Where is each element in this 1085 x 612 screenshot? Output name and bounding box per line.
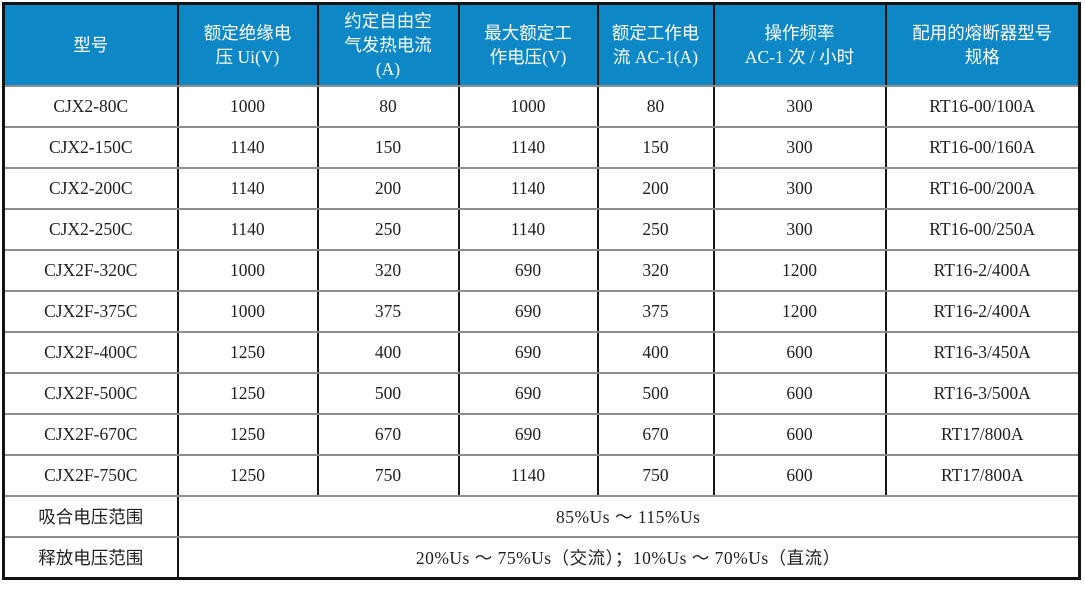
table-cell: 1000 — [176, 85, 319, 128]
table-cell: 690 — [457, 249, 599, 292]
table-cell: 200 — [316, 167, 460, 210]
table-cell: 750 — [596, 454, 715, 497]
table-cell: 1200 — [712, 249, 887, 292]
table-cell: 80 — [596, 85, 715, 128]
table-body: CJX2-80C 1000 80 1000 80 300 RT16-00/100… — [2, 85, 1081, 580]
table-cell: 500 — [596, 372, 715, 415]
fuse-cell: RT16-00/250A — [884, 208, 1081, 251]
table-cell: 400 — [596, 331, 715, 374]
pickup-voltage-value: 85%Us ～ 115%Us — [176, 495, 1081, 538]
table-cell: 320 — [316, 249, 460, 292]
model-cell: CJX2F-500C — [2, 372, 179, 415]
table-cell: 1140 — [176, 208, 319, 251]
row-label: 吸合电压范围 — [2, 495, 179, 538]
model-cell: CJX2-150C — [2, 126, 179, 169]
table-cell: 1140 — [457, 454, 599, 497]
table-cell: 1200 — [712, 290, 887, 333]
table-header: 型号 额定绝缘电 压 Ui(V) 约定自由空 气发热电流 (A) 最大额定工 作… — [2, 3, 1081, 87]
table-cell: 250 — [596, 208, 715, 251]
table-row: CJX2F-375C 1000 375 690 375 1200 RT16-2/… — [2, 290, 1081, 333]
table-cell: 690 — [457, 413, 599, 456]
table-cell: 600 — [712, 331, 887, 374]
table-cell: 300 — [712, 167, 887, 210]
table-cell: 600 — [712, 413, 887, 456]
pickup-voltage-row: 吸合电压范围 85%Us ～ 115%Us — [2, 495, 1081, 538]
table-cell: 375 — [316, 290, 460, 333]
table-cell: 750 — [316, 454, 460, 497]
release-voltage-row: 释放电压范围 20%Us ～ 75%Us（交流）；10%Us ～ 70%Us（直… — [2, 536, 1081, 580]
fuse-cell: RT17/800A — [884, 413, 1081, 456]
fuse-cell: RT16-3/450A — [884, 331, 1081, 374]
table-cell: 250 — [316, 208, 460, 251]
model-cell: CJX2F-400C — [2, 331, 179, 374]
row-label: 释放电压范围 — [2, 536, 179, 580]
model-cell: CJX2F-750C — [2, 454, 179, 497]
fuse-cell: RT17/800A — [884, 454, 1081, 497]
table-cell: 690 — [457, 372, 599, 415]
column-header-operating-frequency: 操作频率 AC-1 次 / 小时 — [712, 3, 887, 87]
table-cell: 600 — [712, 372, 887, 415]
fuse-cell: RT16-00/100A — [884, 85, 1081, 128]
model-cell: CJX2F-320C — [2, 249, 179, 292]
contactor-spec-table-container: 型号 额定绝缘电 压 Ui(V) 约定自由空 气发热电流 (A) 最大额定工 作… — [2, 2, 1081, 580]
table-cell: 670 — [596, 413, 715, 456]
table-row: CJX2F-670C 1250 670 690 670 600 RT17/800… — [2, 413, 1081, 456]
table-cell: 1140 — [457, 126, 599, 169]
model-cell: CJX2F-375C — [2, 290, 179, 333]
table-cell: 1140 — [457, 208, 599, 251]
table-cell: 1000 — [457, 85, 599, 128]
model-cell: CJX2-250C — [2, 208, 179, 251]
table-cell: 1140 — [457, 167, 599, 210]
table-cell: 1000 — [176, 290, 319, 333]
column-header-fuse-spec: 配用的熔断器型号 规格 — [884, 3, 1081, 87]
table-cell: 200 — [596, 167, 715, 210]
table-row: CJX2-80C 1000 80 1000 80 300 RT16-00/100… — [2, 85, 1081, 128]
model-cell: CJX2F-670C — [2, 413, 179, 456]
column-header-conventional-thermal-current: 约定自由空 气发热电流 (A) — [316, 3, 460, 87]
table-cell: 150 — [316, 126, 460, 169]
table-cell: 1250 — [176, 372, 319, 415]
table-cell: 320 — [596, 249, 715, 292]
fuse-cell: RT16-00/160A — [884, 126, 1081, 169]
header-row: 型号 额定绝缘电 压 Ui(V) 约定自由空 气发热电流 (A) 最大额定工 作… — [2, 3, 1081, 87]
table-cell: 690 — [457, 331, 599, 374]
fuse-cell: RT16-2/400A — [884, 249, 1081, 292]
table-cell: 600 — [712, 454, 887, 497]
table-cell: 80 — [316, 85, 460, 128]
column-header-max-working-voltage: 最大额定工 作电压(V) — [457, 3, 599, 87]
column-header-rated-insulation-voltage: 额定绝缘电 压 Ui(V) — [176, 3, 319, 87]
model-cell: CJX2-80C — [2, 85, 179, 128]
column-header-model: 型号 — [2, 3, 179, 87]
contactor-spec-table: 型号 额定绝缘电 压 Ui(V) 约定自由空 气发热电流 (A) 最大额定工 作… — [2, 2, 1081, 580]
column-header-rated-working-current: 额定工作电 流 AC-1(A) — [596, 3, 715, 87]
table-row: CJX2F-400C 1250 400 690 400 600 RT16-3/4… — [2, 331, 1081, 374]
table-row: CJX2F-500C 1250 500 690 500 600 RT16-3/5… — [2, 372, 1081, 415]
table-cell: 1140 — [176, 126, 319, 169]
table-cell: 670 — [316, 413, 460, 456]
table-cell: 300 — [712, 126, 887, 169]
model-cell: CJX2-200C — [2, 167, 179, 210]
table-cell: 300 — [712, 208, 887, 251]
table-cell: 375 — [596, 290, 715, 333]
table-cell: 1250 — [176, 413, 319, 456]
table-row: CJX2F-320C 1000 320 690 320 1200 RT16-2/… — [2, 249, 1081, 292]
table-cell: 500 — [316, 372, 460, 415]
fuse-cell: RT16-00/200A — [884, 167, 1081, 210]
table-cell: 1000 — [176, 249, 319, 292]
fuse-cell: RT16-2/400A — [884, 290, 1081, 333]
table-cell: 1250 — [176, 454, 319, 497]
table-row: CJX2-150C 1140 150 1140 150 300 RT16-00/… — [2, 126, 1081, 169]
table-cell: 690 — [457, 290, 599, 333]
table-row: CJX2F-750C 1250 750 1140 750 600 RT17/80… — [2, 454, 1081, 497]
table-row: CJX2-250C 1140 250 1140 250 300 RT16-00/… — [2, 208, 1081, 251]
table-cell: 300 — [712, 85, 887, 128]
release-voltage-value: 20%Us ～ 75%Us（交流）；10%Us ～ 70%Us（直流） — [176, 536, 1081, 580]
table-row: CJX2-200C 1140 200 1140 200 300 RT16-00/… — [2, 167, 1081, 210]
table-cell: 400 — [316, 331, 460, 374]
table-cell: 1250 — [176, 331, 319, 374]
table-cell: 1140 — [176, 167, 319, 210]
fuse-cell: RT16-3/500A — [884, 372, 1081, 415]
table-cell: 150 — [596, 126, 715, 169]
